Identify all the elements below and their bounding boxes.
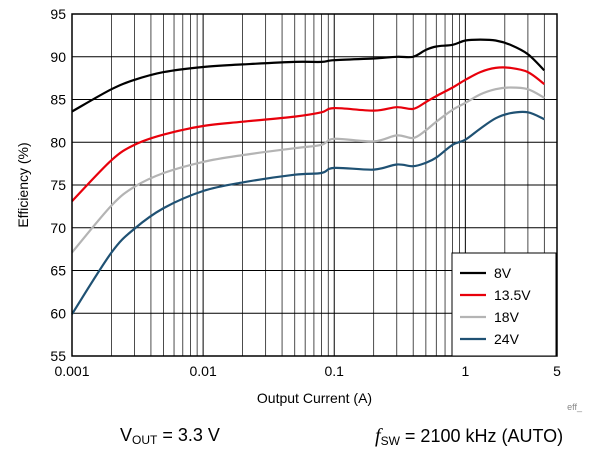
legend-label: 24V [494,331,520,347]
x-tick-labels: 0.001 0.01 0.1 1 5 [54,363,561,379]
series-layer [71,38,546,315]
series-line-13-5v [71,66,545,202]
x-tick-label: 0.01 [189,363,216,379]
y-tick-label: 70 [50,220,66,236]
x-tick-label: 0.001 [54,363,89,379]
vout-subscript: OUT [132,433,158,447]
y-axis-label: Efficiency (%) [15,142,31,227]
plot-frame [71,13,558,357]
vout-condition: VOUT = 3.3 V [120,425,220,447]
x-tick-label: 1 [461,363,469,379]
x-axis-label: Output Current (A) [257,390,372,406]
legend-label: 13.5V [494,287,531,303]
y-tick-label: 55 [50,348,66,364]
fsw-condition: fSW = 2100 kHz (AUTO) [375,425,563,448]
y-tick-label: 80 [50,134,66,150]
vout-value: = 3.3 V [162,425,220,445]
series-line-8v [71,38,546,113]
fsw-value: = 2100 kHz (AUTO) [404,426,564,446]
series-line-18v [71,86,545,254]
legend-label: 8V [494,265,512,281]
x-tick-label: 5 [553,363,561,379]
legend: 8V 13.5V 18V 24V [451,252,557,357]
fsw-subscript: SW [380,434,400,448]
y-tick-labels: 55 60 65 70 75 80 85 90 95 [50,6,66,364]
y-tick-label: 90 [50,49,66,65]
y-tick-label: 75 [50,177,66,193]
y-tick-label: 65 [50,263,66,279]
series-line-24v [71,110,545,315]
y-tick-label: 60 [50,305,66,321]
x-tick-label: 0.1 [325,363,345,379]
vout-symbol: V [120,425,133,445]
figure-tag: eff_ [567,402,583,412]
y-tick-label: 95 [50,6,66,22]
fsw-symbol: f [375,425,381,447]
y-tick-label: 85 [50,92,66,108]
legend-label: 18V [494,309,520,325]
